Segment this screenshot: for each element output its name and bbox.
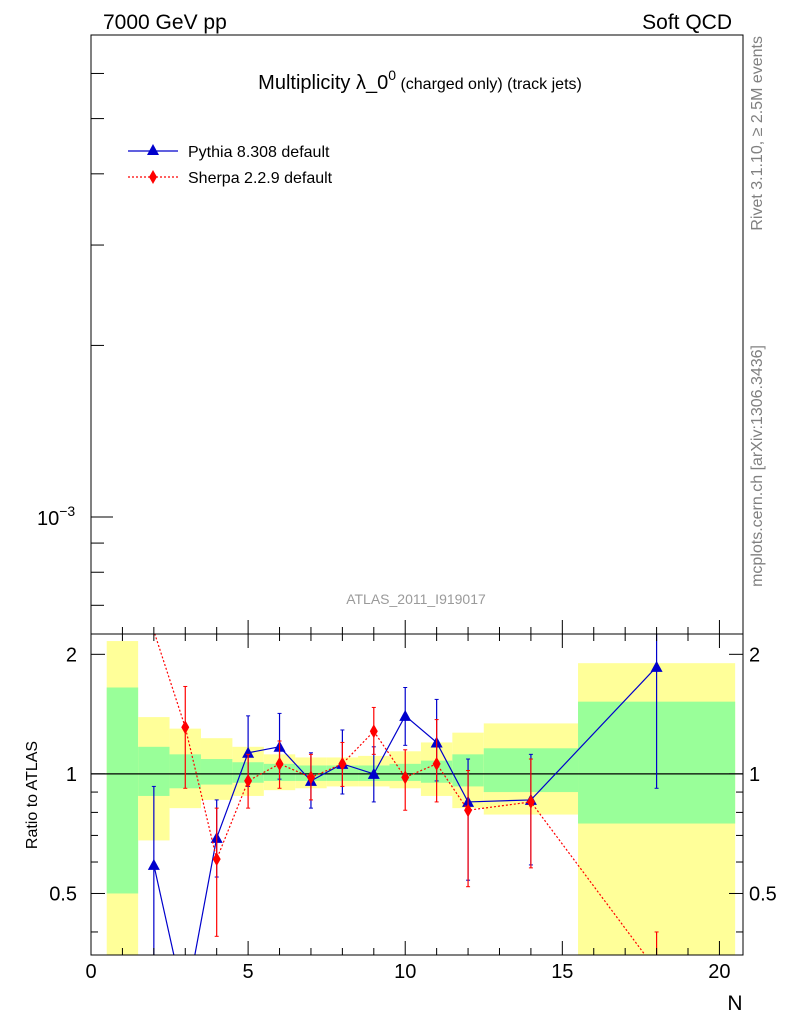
stat-uncertainty-band <box>200 759 233 785</box>
legend-marker-sherpa <box>149 170 157 184</box>
ratio-panel: 0 5 10 15 20 0.5 0.5 1 1 2 2 Ratio to ATLAS N <box>24 528 777 1015</box>
process-label: Soft QCD <box>642 11 732 34</box>
legend-label-sherpa: Sherpa 2.2.9 default <box>188 170 333 187</box>
ratio-uncertainty-bands <box>106 641 736 955</box>
x-tick-label: 20 <box>708 961 730 983</box>
data-point-sherpa <box>369 724 378 739</box>
analysis-label: ATLAS_2011_I919017 <box>346 591 486 607</box>
x-tick-label: 10 <box>394 961 416 983</box>
legend-marker-pythia <box>147 144 159 155</box>
main-panel: Multiplicity λ_00 (charged only) (track … <box>37 34 744 635</box>
data-point-sherpa <box>306 770 315 785</box>
y-tick-label: 2 <box>66 644 77 666</box>
main-panel-frame <box>90 34 744 635</box>
source-label: mcplots.cern.ch [arXiv:1306.3436] <box>749 345 766 587</box>
data-point-sherpa <box>275 756 284 771</box>
data-point-sherpa <box>401 770 410 785</box>
ratio-y-axis-label: Ratio to ATLAS <box>24 741 41 849</box>
data-point-pythia <box>179 1000 191 1011</box>
data-point-pythia <box>242 746 255 758</box>
data-point-sherpa <box>212 852 221 867</box>
legend: Pythia 8.308 default Sherpa 2.2.9 defaul… <box>128 144 333 187</box>
data-point-pythia <box>147 858 160 870</box>
x-tick-label: 15 <box>551 961 573 983</box>
main-y-tick-label: 10−3 <box>37 503 75 530</box>
data-point-sherpa <box>181 720 190 735</box>
stat-uncertainty-band <box>106 687 139 894</box>
data-point-pythia <box>367 767 380 779</box>
y-tick-label: 1 <box>66 764 77 786</box>
data-point-sherpa <box>338 756 347 771</box>
main-y-ticks <box>91 72 113 606</box>
ratio-series <box>118 528 663 1011</box>
legend-entry-pythia: Pythia 8.308 default <box>128 144 330 161</box>
rivet-version-label: Rivet 3.1.10, ≥ 2.5M events <box>749 36 766 231</box>
x-tick-label: 0 <box>85 961 96 983</box>
x-tick-label: 5 <box>243 961 254 983</box>
ratio-axes: 0 5 10 15 20 0.5 0.5 1 1 2 2 <box>49 620 777 983</box>
x-axis-label: N <box>727 992 742 1015</box>
data-point-sherpa <box>118 528 126 542</box>
main-title: Multiplicity λ_00 (charged only) (track … <box>258 67 582 94</box>
y-tick-label-right: 2 <box>749 644 760 666</box>
data-point-sherpa <box>432 756 441 771</box>
data-point-sherpa <box>464 803 473 818</box>
y-tick-label-right: 0.5 <box>749 883 777 905</box>
y-tick-label-right: 1 <box>749 764 760 786</box>
legend-label-pythia: Pythia 8.308 default <box>188 144 330 161</box>
ratio-panel-frame <box>90 633 744 956</box>
energy-label: 7000 GeV pp <box>103 11 227 34</box>
y-tick-label: 0.5 <box>49 883 77 905</box>
data-point-sherpa <box>653 963 661 977</box>
data-point-sherpa <box>526 794 535 809</box>
data-point-sherpa <box>244 773 253 788</box>
legend-entry-sherpa: Sherpa 2.2.9 default <box>128 170 333 187</box>
data-point-pythia <box>650 660 663 672</box>
data-point-pythia <box>399 709 412 721</box>
